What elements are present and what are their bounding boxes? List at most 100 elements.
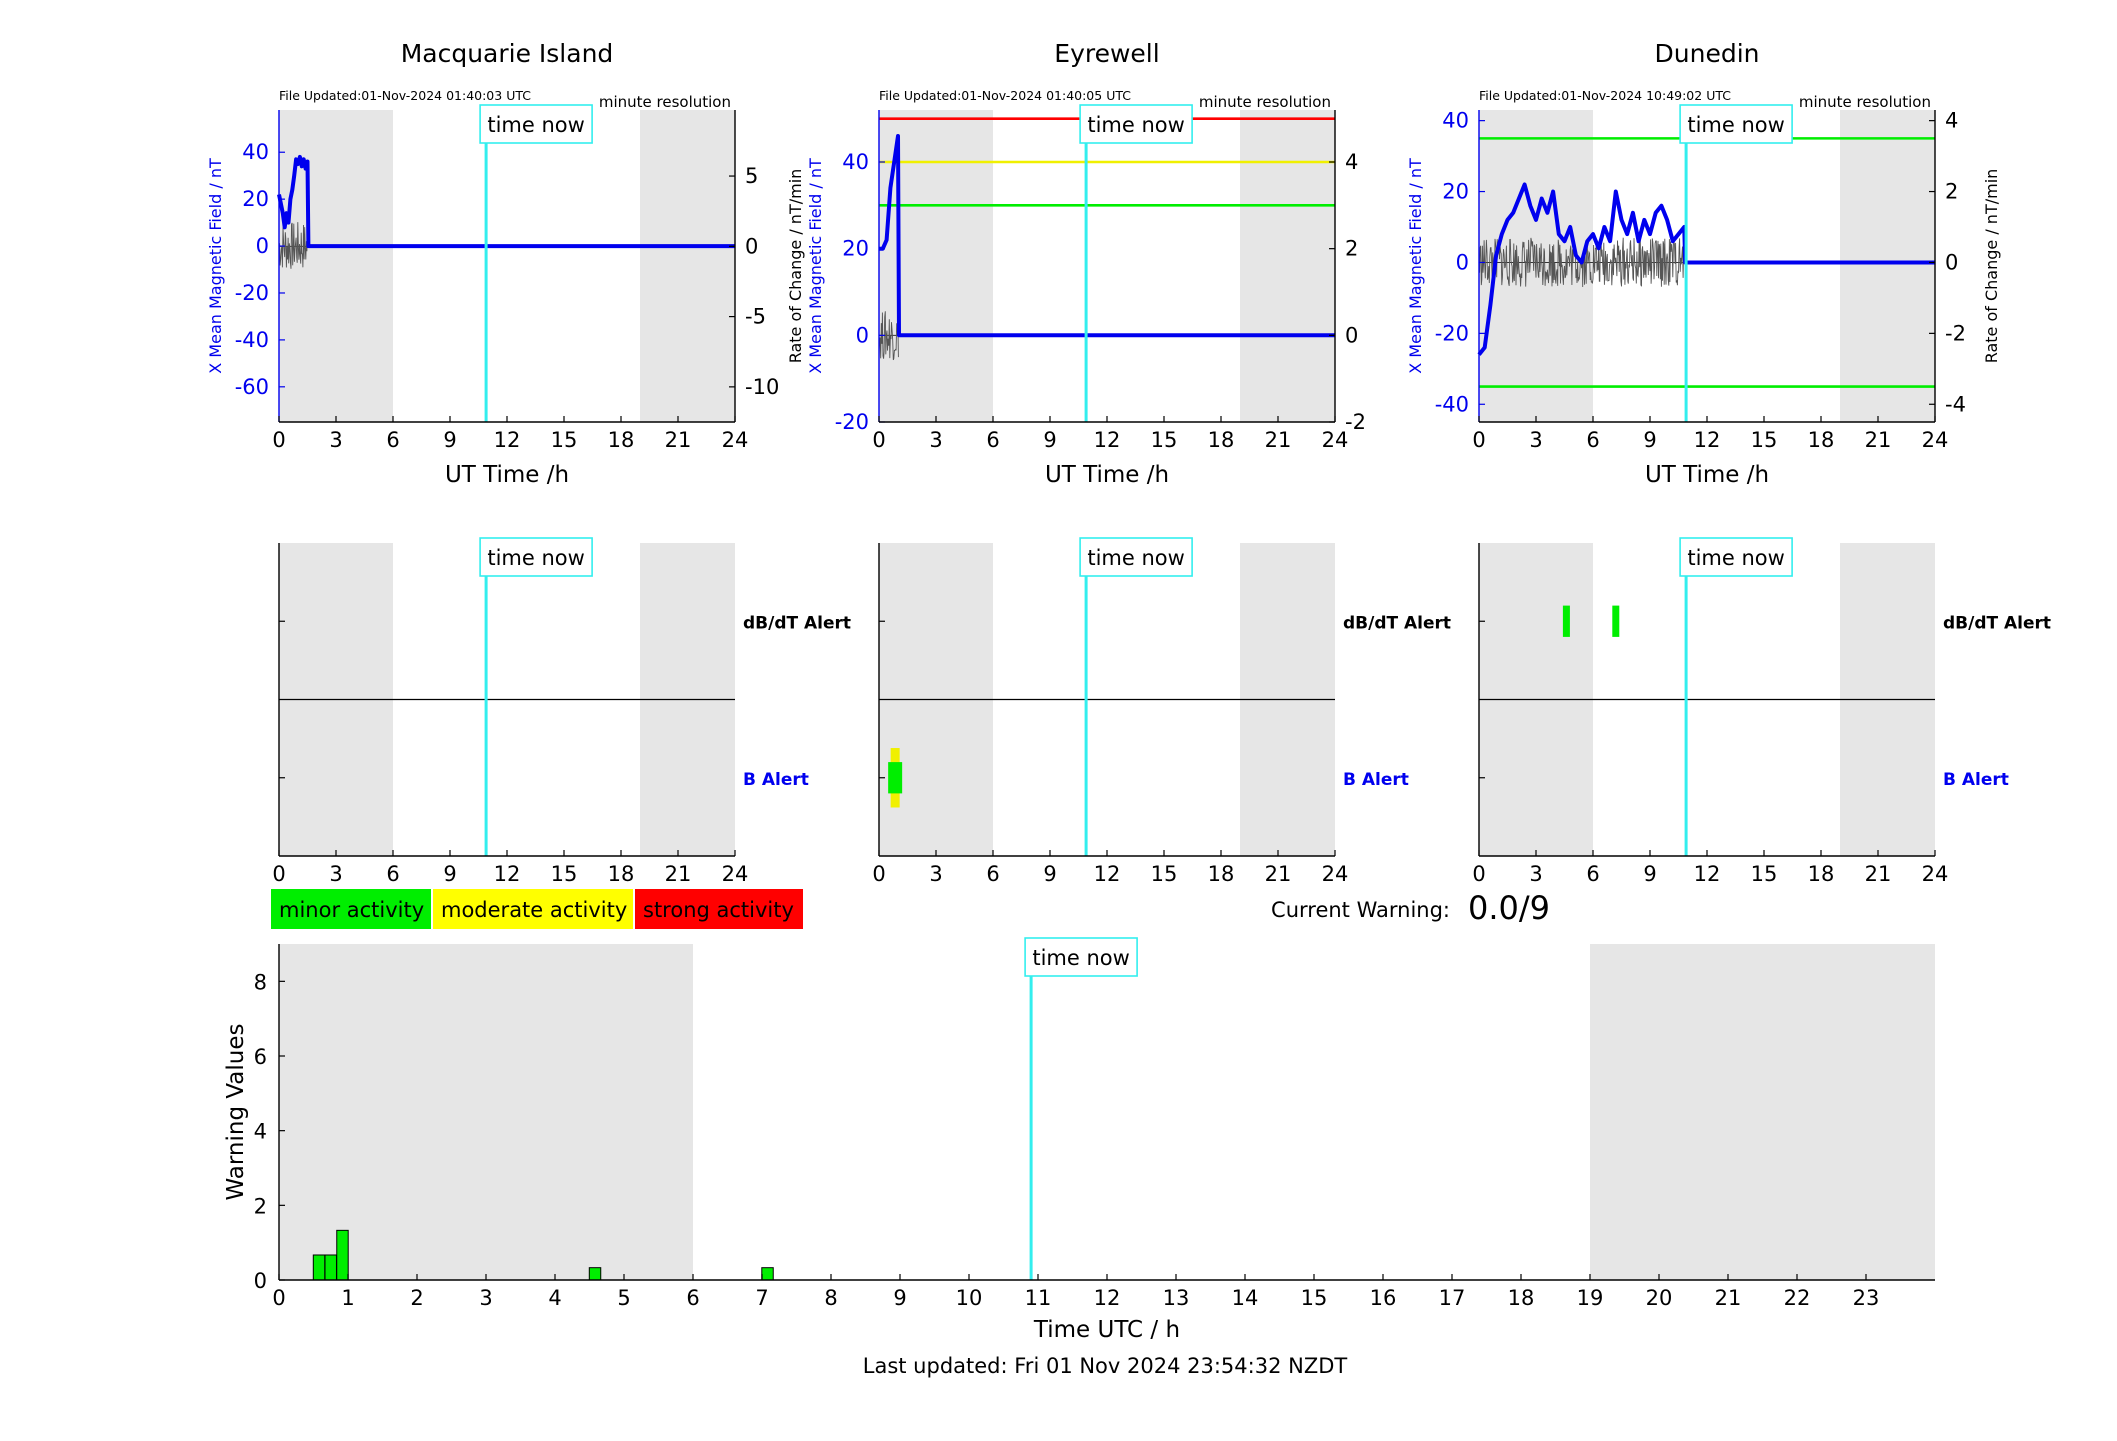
ut-x-axis-tick-label: 6: [386, 428, 399, 452]
b-alert-label: B Alert: [1943, 770, 2009, 790]
right-tick-label: 0: [1345, 323, 1358, 347]
time-now-box: [479, 537, 593, 577]
alert-x-axis-tick-label: 6: [1586, 862, 1599, 886]
warning-x-tick-label: 9: [893, 1286, 906, 1310]
ut-x-axis-tick-label: 12: [494, 428, 521, 452]
current-warning-value: 0.0/9: [1468, 889, 1550, 927]
legend-label: strong activity: [643, 898, 794, 922]
alert-x-axis-tick-label: 12: [1694, 862, 1721, 886]
warning-bar: [761, 1267, 774, 1281]
right-tick-label: 4: [1945, 109, 1958, 133]
left-tick-label: -40: [235, 328, 269, 352]
resolution-text: minute resolution: [1799, 93, 1931, 111]
time-now-label: time now: [1687, 113, 1784, 137]
warning-x-tick-label: 17: [1439, 1286, 1466, 1310]
legend-swatch: [271, 889, 431, 929]
warning-bar: [312, 1254, 326, 1281]
warning-x-tick-label: 20: [1646, 1286, 1673, 1310]
warning-x-label: Time UTC / h: [1033, 1317, 1180, 1343]
left-tick-label: 20: [1442, 180, 1469, 204]
warning-x-tick-label: 5: [617, 1286, 630, 1310]
dbdt-alert-mark: [1562, 605, 1570, 637]
warning-x-tick-label: 14: [1232, 1286, 1259, 1310]
warning-x-tick-label: 8: [824, 1286, 837, 1310]
right-tick-label: 2: [1945, 180, 1958, 204]
dbdt-alert-label: dB/dT Alert: [1343, 613, 1451, 633]
night-shading: [279, 110, 393, 422]
warning-x-tick-label: 0: [272, 1286, 285, 1310]
file-updated-text: File Updated:01-Nov-2024 10:49:02 UTC: [1479, 88, 1731, 103]
alert-x-axis-tick-label: 9: [1643, 862, 1656, 886]
warning-bar: [336, 1229, 349, 1281]
ut-x-axis-tick-label: 21: [1265, 428, 1292, 452]
alert-x-axis-tick-label: 6: [986, 862, 999, 886]
right-tick-label: 5: [745, 164, 758, 188]
left-tick-label: -20: [1435, 321, 1469, 345]
field-series: [277, 154, 735, 249]
ut-x-axis-tick-label: 12: [1094, 428, 1121, 452]
legend-label: moderate activity: [441, 898, 627, 922]
warning-x-tick-label: 3: [479, 1286, 492, 1310]
y-label-left: X Mean Magnetic Field / nT: [206, 158, 225, 374]
left-tick-label: 0: [256, 234, 269, 258]
time-now-label: time now: [1032, 946, 1129, 970]
alert-x-axis-tick-label: 15: [1151, 862, 1178, 886]
warning-x-tick-label: 6: [686, 1286, 699, 1310]
alert-x-axis-tick-label: 3: [329, 862, 342, 886]
ut-x-axis-tick-label: 24: [1922, 428, 1949, 452]
warning-x-tick-label: 23: [1853, 1286, 1880, 1310]
field-series: [1477, 182, 1935, 356]
alert-x-axis-tick-label: 15: [551, 862, 578, 886]
time-now-box: [1679, 104, 1793, 144]
ut-x-axis-tick-label: 18: [1208, 428, 1235, 452]
warning-x-tick-label: 18: [1508, 1286, 1535, 1310]
ut-x-axis-tick-label: 15: [1151, 428, 1178, 452]
right-tick-label: 4: [1345, 150, 1358, 174]
ut-x-axis-tick-label: 0: [1472, 428, 1485, 452]
ut-x-axis-tick-label: 3: [1529, 428, 1542, 452]
warning-y-label: Warning Values: [223, 1023, 249, 1200]
night-shading: [1590, 944, 1935, 1280]
alert-x-axis-tick-label: 15: [1751, 862, 1778, 886]
b-alert-mark: [888, 762, 903, 794]
warning-x-tick-label: 11: [1025, 1286, 1052, 1310]
b-alert-label: B Alert: [743, 770, 809, 790]
left-tick-label: 40: [242, 140, 269, 164]
ut-x-axis-tick-label: 24: [1322, 428, 1349, 452]
warning-x-tick-label: 13: [1163, 1286, 1190, 1310]
alert-x-axis-tick-label: 21: [665, 862, 692, 886]
time-now-label: time now: [1087, 113, 1184, 137]
ut-x-axis-tick-label: 18: [608, 428, 635, 452]
alert-x-axis-tick-label: 24: [722, 862, 749, 886]
rate-of-change-series: [1478, 237, 1685, 288]
station-title: Eyrewell: [1054, 39, 1159, 68]
left-tick-label: -60: [235, 375, 269, 399]
alert-x-axis-tick-label: 0: [872, 862, 885, 886]
right-tick-label: -2: [1945, 321, 1966, 345]
right-tick-label: -10: [745, 375, 779, 399]
left-tick-label: -20: [835, 410, 869, 434]
right-tick-label: 0: [745, 234, 758, 258]
ut-x-axis-tick-label: 12: [1694, 428, 1721, 452]
time-now-label: time now: [1687, 546, 1784, 570]
ut-x-axis-tick-label: 0: [272, 428, 285, 452]
ut-x-axis-tick-label: 18: [1808, 428, 1835, 452]
alert-x-axis-tick-label: 0: [272, 862, 285, 886]
file-updated-text: File Updated:01-Nov-2024 01:40:05 UTC: [879, 88, 1131, 103]
alert-x-axis-tick-label: 9: [443, 862, 456, 886]
alert-x-axis-tick-label: 18: [1808, 862, 1835, 886]
time-now-box: [1079, 104, 1193, 144]
alert-x-axis-tick-label: 12: [1094, 862, 1121, 886]
dbdt-alert-label: dB/dT Alert: [1943, 613, 2051, 633]
alert-x-axis-tick-label: 21: [1865, 862, 1892, 886]
ut-x-axis-tick-label: 0: [872, 428, 885, 452]
y-label-left: X Mean Magnetic Field / nT: [806, 158, 825, 374]
field-series: [879, 134, 1335, 338]
ut-x-axis-tick-label: 21: [1865, 428, 1892, 452]
warning-y-tick-label: 6: [254, 1045, 267, 1069]
last-updated-text: Last updated: Fri 01 Nov 2024 23:54:32 N…: [863, 1354, 1348, 1378]
night-shading: [1840, 110, 1935, 422]
resolution-text: minute resolution: [599, 93, 731, 111]
